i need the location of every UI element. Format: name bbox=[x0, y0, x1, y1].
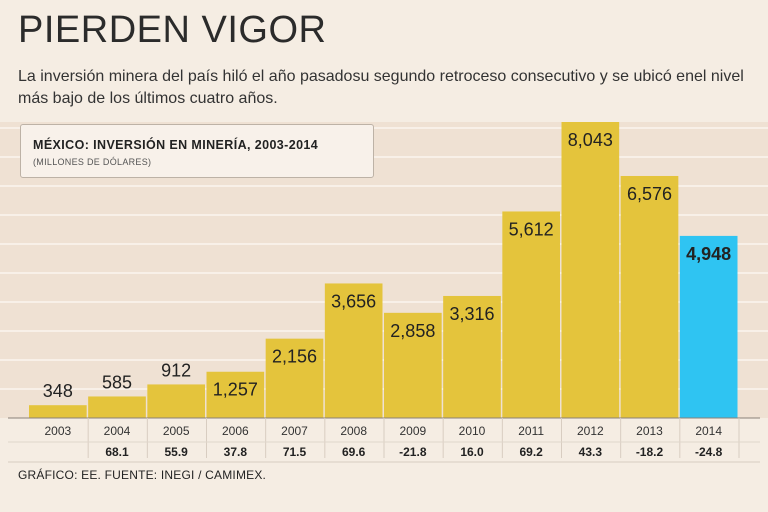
chart-units: (MILLONES DE DÓLARES) bbox=[33, 157, 152, 167]
value-label: 4,948 bbox=[686, 244, 731, 264]
change-label: 43.3 bbox=[579, 445, 603, 459]
change-label: 37.8 bbox=[224, 445, 248, 459]
bar bbox=[88, 396, 146, 418]
value-label: 3,656 bbox=[331, 291, 376, 311]
value-label: 6,576 bbox=[627, 184, 672, 204]
change-label: -24.8 bbox=[695, 445, 723, 459]
change-label: -18.2 bbox=[636, 445, 664, 459]
x-tick-label: 2014 bbox=[695, 424, 722, 438]
x-tick-label: 2007 bbox=[281, 424, 308, 438]
change-label: 55.9 bbox=[164, 445, 188, 459]
change-label: 69.6 bbox=[342, 445, 366, 459]
chart-title: MÉXICO: INVERSIÓN EN MINERÍA, 2003-2014 bbox=[33, 138, 319, 152]
change-label: 16.0 bbox=[460, 445, 484, 459]
bar bbox=[29, 405, 87, 418]
highlighted-bar bbox=[679, 235, 738, 418]
x-tick-label: 2011 bbox=[518, 424, 544, 438]
x-tick-label: 2004 bbox=[104, 424, 131, 438]
value-label: 348 bbox=[43, 381, 73, 401]
bar bbox=[384, 312, 442, 418]
value-label: 2,858 bbox=[390, 321, 435, 341]
bar bbox=[206, 371, 265, 418]
x-tick-label: 2013 bbox=[636, 424, 663, 438]
value-label: 912 bbox=[161, 360, 191, 380]
bar bbox=[502, 211, 560, 418]
bar bbox=[620, 175, 679, 418]
x-tick-label: 2005 bbox=[163, 424, 190, 438]
bar bbox=[147, 384, 205, 418]
value-label: 3,316 bbox=[449, 304, 494, 324]
bar bbox=[265, 338, 324, 418]
bar bbox=[561, 122, 620, 418]
value-label: 5,612 bbox=[509, 219, 554, 239]
change-label: 71.5 bbox=[283, 445, 307, 459]
x-tick-label: 2008 bbox=[340, 424, 367, 438]
value-label: 585 bbox=[102, 372, 132, 392]
x-tick-label: 2009 bbox=[399, 424, 426, 438]
source-credit: GRÁFICO: EE. FUENTE: INEGI / CAMIMEX. bbox=[18, 468, 267, 482]
headline: PIERDEN VIGOR bbox=[18, 9, 327, 51]
value-label: 1,257 bbox=[213, 380, 258, 400]
bar bbox=[324, 283, 383, 418]
value-label: 2,156 bbox=[272, 347, 317, 367]
x-tick-label: 2012 bbox=[577, 424, 604, 438]
x-tick-label: 2010 bbox=[459, 424, 486, 438]
change-label: -21.8 bbox=[399, 445, 427, 459]
chart-legend-box: MÉXICO: INVERSIÓN EN MINERÍA, 2003-2014 … bbox=[20, 124, 374, 178]
bar bbox=[443, 295, 501, 418]
value-label: 8,043 bbox=[568, 130, 613, 150]
change-label: 69.2 bbox=[519, 445, 543, 459]
x-tick-label: 2006 bbox=[222, 424, 249, 438]
change-label: 68.1 bbox=[105, 445, 129, 459]
subtitle: La inversión minera del país hiló el año… bbox=[18, 68, 744, 107]
x-tick-label: 2003 bbox=[44, 424, 71, 438]
bar-chart: 348 585 912 1,257 2,156 3,656 2,858 3,316 5,612 8… bbox=[0, 122, 768, 463]
